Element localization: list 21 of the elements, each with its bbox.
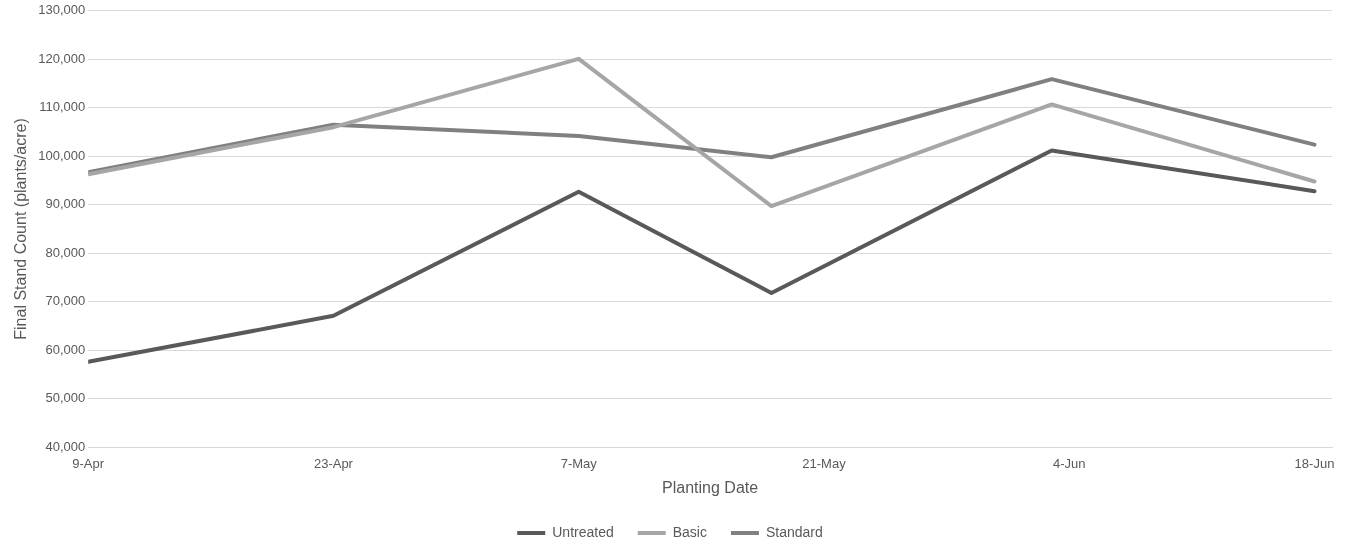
y-tick-label: 60,000: [45, 341, 86, 357]
legend-label: Standard: [765, 523, 823, 540]
y-tick-label: 90,000: [45, 196, 86, 212]
y-tick-label: 80,000: [45, 244, 86, 260]
y-tick-label: 50,000: [45, 390, 86, 406]
legend-label: Basic: [672, 523, 707, 540]
x-tick-label: 18-Jun: [1294, 455, 1335, 471]
y-tick-label: 120,000: [38, 50, 86, 66]
x-tick-label: 21-May: [802, 455, 847, 471]
x-axis-title: Planting Date: [662, 478, 759, 496]
y-tick-label: 40,000: [45, 438, 86, 454]
y-tick-label: 100,000: [38, 147, 86, 163]
x-tick-label: 4-Jun: [1052, 455, 1086, 471]
y-tick-label: 70,000: [45, 293, 86, 309]
y-tick-label: 130,000: [38, 2, 86, 18]
x-tick-label: 9-Apr: [72, 455, 105, 471]
x-tick-label: 7-May: [560, 455, 598, 471]
y-axis-title: Final Stand Count (plants/acre): [12, 118, 30, 340]
x-tick-label: 23-Apr: [313, 455, 354, 471]
legend-label: Untreated: [552, 523, 614, 540]
y-tick-label: 110,000: [39, 99, 86, 115]
